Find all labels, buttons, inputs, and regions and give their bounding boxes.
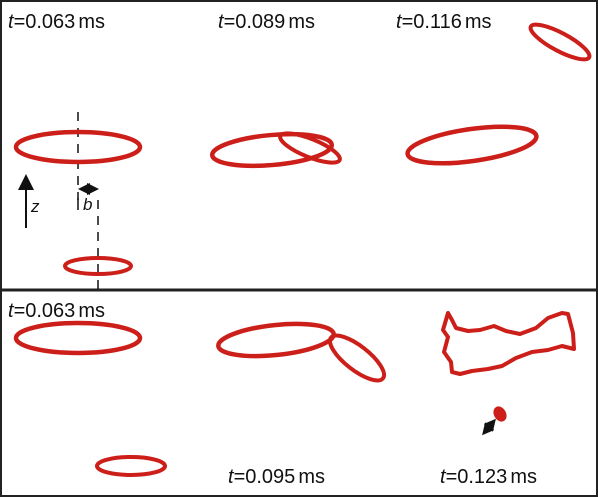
bottom-time-label-2: t=0.095 ms [228, 466, 325, 488]
top-time-label-1: t=0.063 ms [8, 11, 105, 33]
vortex-ring-large-frame2 [209, 131, 335, 169]
top-time-label-3: t=0.116 ms [396, 11, 492, 33]
vortex-ring-upper-bottom [13, 320, 143, 356]
vortex-ring-large-frame3 [405, 124, 539, 166]
offset-label: b [83, 195, 92, 214]
vortex-ring-lower [63, 256, 133, 276]
vortex-ring-large-bottom-frame2 [216, 321, 336, 359]
vortex-fragment [493, 406, 507, 422]
vortex-ring-small-tilted-frame2 [278, 131, 342, 165]
vortex-ring-tilted-bottom-frame2 [327, 333, 387, 383]
top-panel: t=0.063 ms t=0.089 ms t=0.116 ms z b [8, 11, 592, 290]
vortex-ring-lower-bottom [95, 455, 167, 477]
distorted-vortex-ring [441, 311, 576, 376]
vortex-ring-upper [13, 129, 143, 165]
z-axis-label: z [30, 197, 40, 216]
bottom-time-label-3: t=0.123 ms [440, 466, 537, 488]
vortex-ring-small-ejected-frame3 [528, 22, 592, 62]
bottom-panel: t=0.063 ms t=0.095 ms t=0.123 ms [8, 300, 576, 488]
fragment-motion-arrow [482, 418, 496, 436]
bottom-time-label-1: t=0.063 ms [8, 300, 105, 322]
top-time-label-2: t=0.089 ms [218, 11, 315, 33]
